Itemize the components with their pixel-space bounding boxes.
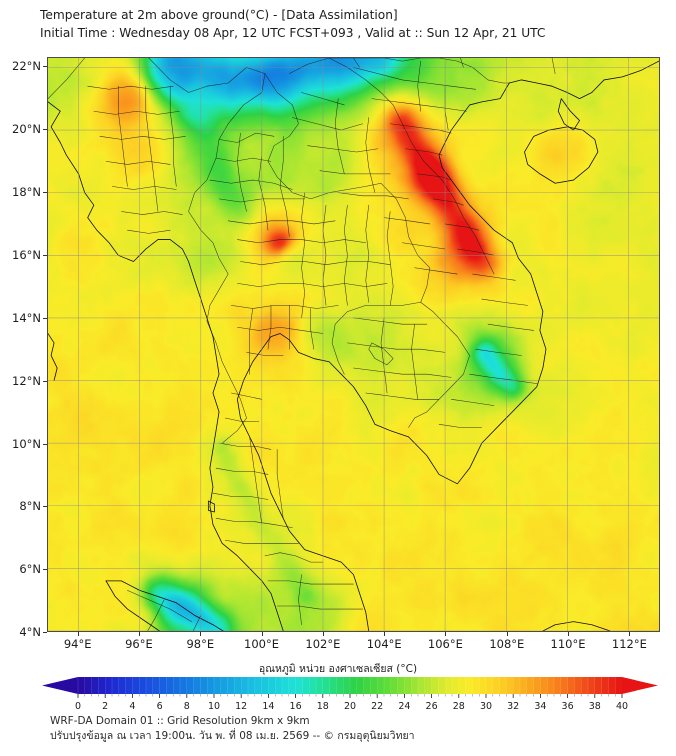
colorbar[interactable]: อุณหภูมิ หน่วย องศาเซลเซียส (°C) 0 2 4 6 8 10… bbox=[0, 660, 676, 710]
x-tick bbox=[77, 632, 79, 636]
y-tick-label: 8°N bbox=[19, 499, 41, 514]
footer-block: WRF-DA Domain 01 :: Grid Resolution 9km … bbox=[50, 714, 650, 744]
x-tick bbox=[445, 632, 447, 636]
x-tick bbox=[568, 632, 569, 636]
y-tick bbox=[43, 380, 47, 382]
x-tick bbox=[506, 632, 508, 636]
y-tick-label: 16°N bbox=[12, 248, 41, 262]
svg-text:38: 38 bbox=[589, 701, 601, 710]
y-tick bbox=[43, 632, 47, 633]
svg-text:4: 4 bbox=[129, 701, 135, 710]
svg-text:22: 22 bbox=[371, 701, 383, 710]
x-tick-label: 106°E bbox=[427, 637, 463, 651]
y-tick-label: 14°N bbox=[12, 310, 41, 325]
y-tick-label: 12°N bbox=[12, 373, 41, 388]
x-tick bbox=[200, 632, 202, 636]
y-tick bbox=[43, 66, 47, 68]
x-tick-label: 98°E bbox=[186, 637, 215, 651]
x-tick-label: 96°E bbox=[125, 637, 153, 651]
y-tick bbox=[43, 569, 47, 571]
x-tick-label: 94°E bbox=[63, 637, 92, 651]
y-tick-label: 18°N bbox=[12, 185, 41, 200]
svg-text:2: 2 bbox=[102, 701, 108, 710]
svg-text:20: 20 bbox=[344, 701, 356, 710]
y-tick-label: 6°N bbox=[19, 562, 41, 577]
y-tick-label: 10°N bbox=[12, 436, 41, 451]
svg-text:16: 16 bbox=[290, 701, 302, 710]
x-tick bbox=[138, 632, 140, 636]
y-tick bbox=[43, 506, 47, 508]
y-tick bbox=[43, 192, 47, 194]
y-tick-label: 20°N bbox=[12, 122, 41, 137]
footer-update-info: ปรับปรุงข้อมูล ณ เวลา 19:00น. วัน พ. ที่… bbox=[50, 730, 415, 742]
x-tick-label: 112°E bbox=[611, 637, 647, 651]
x-tick-label: 102°E bbox=[305, 637, 341, 651]
x-tick bbox=[261, 632, 263, 636]
y-tick bbox=[43, 317, 47, 319]
svg-text:26: 26 bbox=[426, 701, 438, 710]
y-tick-label: 4°N bbox=[19, 625, 41, 639]
map-plot-area[interactable] bbox=[47, 57, 660, 632]
lat-lon-gridlines bbox=[48, 58, 659, 631]
y-tick-label: 22°N bbox=[12, 59, 41, 74]
svg-text:32: 32 bbox=[507, 701, 519, 710]
svg-text:40: 40 bbox=[616, 701, 628, 710]
colorbar-scale: 0 2 4 6 8 10 12 14 16 18 20 22 24 26 28 30 32 34 36 38 40 bbox=[42, 677, 658, 710]
x-tick-label: 110°E bbox=[550, 637, 586, 651]
y-tick bbox=[43, 443, 47, 445]
svg-text:8: 8 bbox=[184, 701, 190, 710]
x-tick bbox=[384, 632, 386, 636]
x-tick bbox=[322, 632, 324, 636]
svg-text:28: 28 bbox=[453, 701, 465, 710]
y-tick bbox=[43, 255, 47, 256]
x-tick bbox=[629, 632, 631, 636]
chart-title: Temperature at 2m above ground(°C) - [Da… bbox=[40, 8, 398, 22]
y-tick bbox=[43, 129, 47, 131]
x-tick-label: 100°E bbox=[244, 637, 279, 651]
svg-text:12: 12 bbox=[235, 701, 247, 710]
svg-text:30: 30 bbox=[480, 701, 492, 710]
title-block: Temperature at 2m above ground(°C) - [Da… bbox=[40, 7, 660, 42]
svg-text:18: 18 bbox=[317, 701, 329, 710]
chart-subtitle: Initial Time : Wednesday 08 Apr, 12 UTC … bbox=[40, 25, 546, 40]
temperature-heatmap bbox=[48, 58, 659, 631]
svg-text:6: 6 bbox=[157, 701, 163, 710]
svg-text:24: 24 bbox=[398, 701, 410, 710]
svg-text:10: 10 bbox=[208, 701, 220, 710]
footer-model-info: WRF-DA Domain 01 :: Grid Resolution 9km … bbox=[50, 715, 310, 727]
svg-text:36: 36 bbox=[562, 701, 574, 710]
svg-text:14: 14 bbox=[262, 701, 274, 710]
svg-text:0: 0 bbox=[75, 701, 81, 710]
x-tick-label: 108°E bbox=[489, 637, 525, 651]
colorbar-title: อุณหภูมิ หน่วย องศาเซลเซียส (°C) bbox=[258, 663, 418, 675]
svg-text:34: 34 bbox=[534, 701, 546, 710]
x-tick-label: 104°E bbox=[366, 637, 402, 651]
